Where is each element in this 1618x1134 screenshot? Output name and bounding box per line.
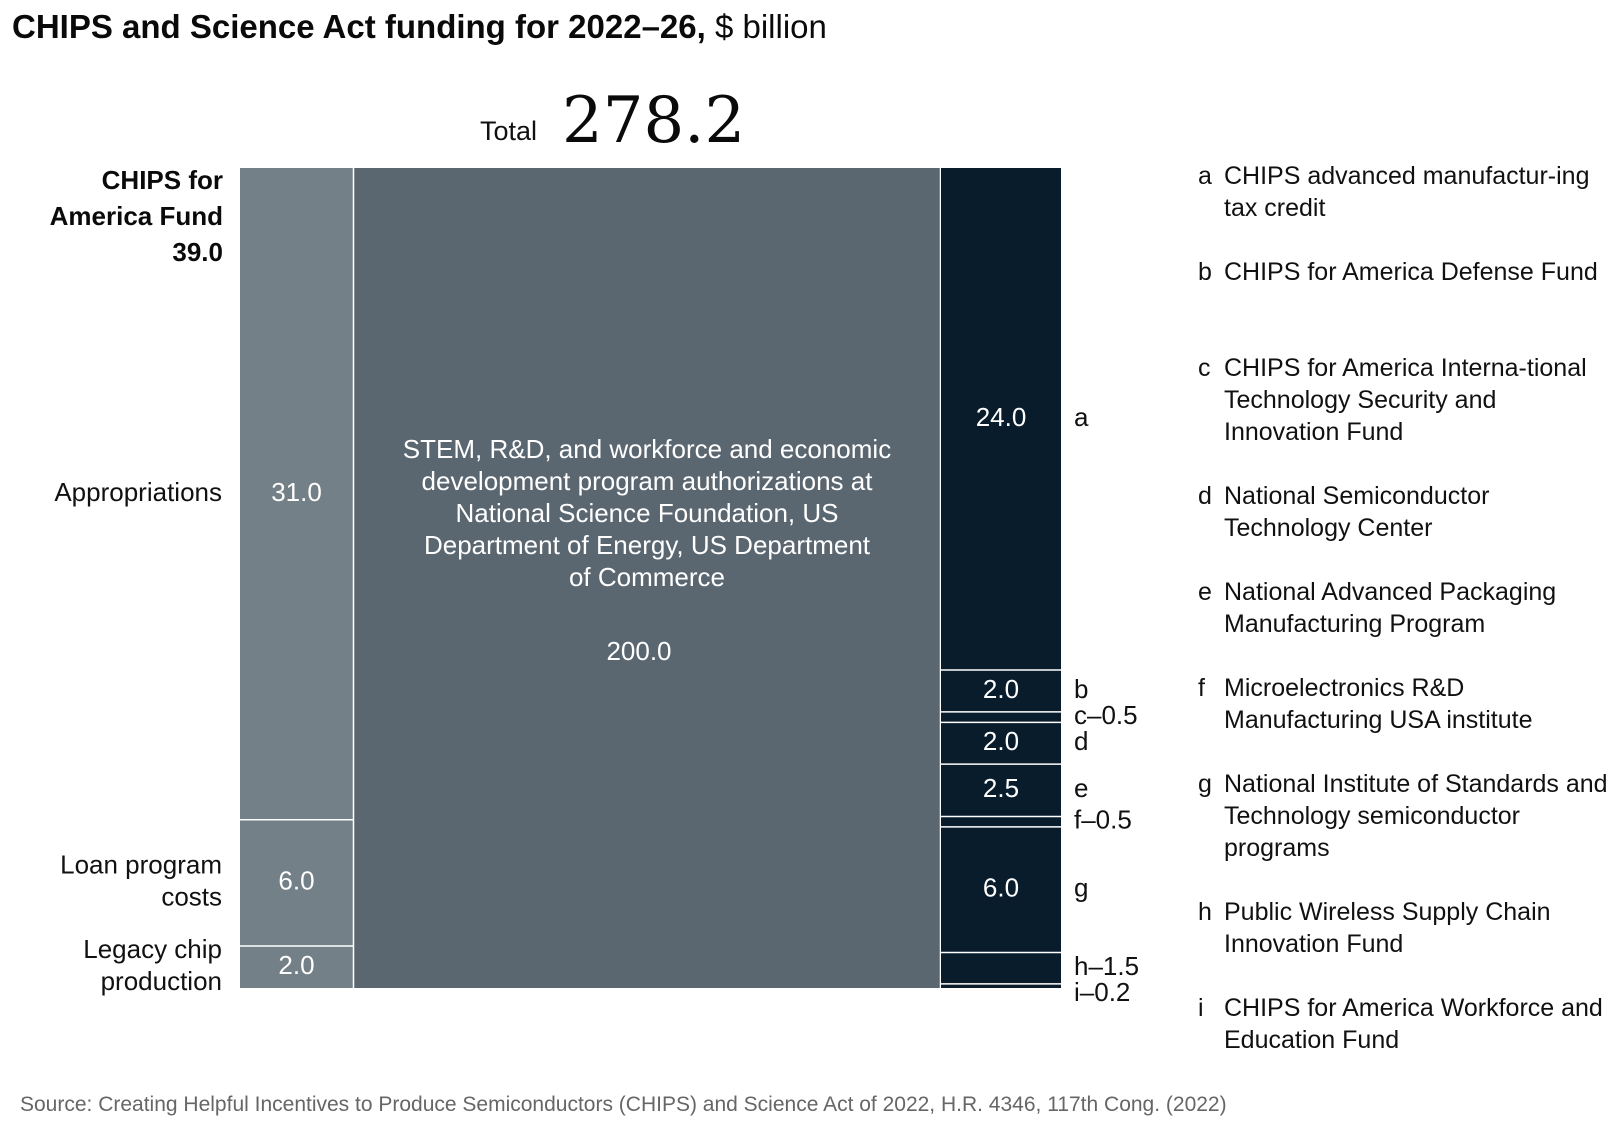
legend-text: National Advanced Packaging Manufacturin… <box>1224 578 1557 638</box>
left-bar-value-3: 2.0 <box>278 950 314 980</box>
chips-fund-label-line1: CHIPS for <box>101 165 223 195</box>
legend-text: CHIPS for America Workforce and Educatio… <box>1224 994 1603 1054</box>
right-bar-a <box>941 168 1061 671</box>
right-bar-value-e: 2.5 <box>983 773 1019 803</box>
right-bar-value-a: 24.0 <box>976 402 1027 432</box>
left-category-label-2: Loan program <box>60 850 222 880</box>
right-bar-c <box>941 711 1061 723</box>
legend-item-d: d National Semiconductor Technology Cente… <box>1198 480 1618 544</box>
right-bar-d <box>941 722 1061 765</box>
source-note: Source: Creating Helpful Incentives to P… <box>20 1093 1227 1116</box>
legend-letter: d <box>1198 482 1212 510</box>
legend-text: National Institute of Standards and Tech… <box>1224 770 1608 862</box>
right-bar-label-i: i–0.2 <box>1074 977 1130 1007</box>
right-bar-e <box>941 764 1061 817</box>
middle-description-line: STEM, R&D, and workforce and economic <box>403 434 891 464</box>
right-bar-label-a: a <box>1074 402 1089 432</box>
left-bar-value-2: 6.0 <box>278 866 314 896</box>
left-category-label-2: costs <box>161 882 222 912</box>
legend-item-f: f Microelectronics R&D Manufacturing USA … <box>1198 672 1618 736</box>
left-category-label-3: Legacy chip <box>83 934 222 964</box>
middle-description-line: National Science Foundation, US <box>455 498 838 528</box>
legend-letter: f <box>1198 674 1205 702</box>
legend-letter: i <box>1198 994 1204 1022</box>
legend-text: Public Wireless Supply Chain Innovation … <box>1224 898 1551 958</box>
right-bar-label-b: b <box>1074 674 1088 704</box>
legend-letter: e <box>1198 578 1212 606</box>
chips-fund-label: CHIPS for America Fund 39.0 <box>50 162 223 270</box>
left-bar-value-1: 31.0 <box>271 477 322 507</box>
left-category-label-3: production <box>101 966 222 996</box>
legend-item-a: a CHIPS advanced manufactur-ing tax credi… <box>1198 160 1618 224</box>
right-bar-label-e: e <box>1074 773 1088 803</box>
legend-item-h: h Public Wireless Supply Chain Innovation… <box>1198 896 1618 960</box>
legend-item-c: c CHIPS for America Interna-tional Techno… <box>1198 352 1618 448</box>
legend-letter: g <box>1198 770 1212 798</box>
middle-bar-value: 200.0 <box>606 636 671 666</box>
legend-text: CHIPS advanced manufactur-ing tax credit <box>1224 162 1590 222</box>
legend-text: National Semiconductor Technology Center <box>1224 482 1490 542</box>
chart-title-unit: $ billion <box>705 8 827 45</box>
right-bar-label-d: d <box>1074 726 1088 756</box>
chart-title-bold: CHIPS and Science Act funding for 2022–2… <box>12 8 706 45</box>
right-bar-value-b: 2.0 <box>983 674 1019 704</box>
middle-bar <box>354 168 940 988</box>
legend-letter: b <box>1198 258 1212 286</box>
right-bar-i <box>941 983 1061 988</box>
right-bar-label-f: f–0.5 <box>1074 805 1132 835</box>
legend-letter: h <box>1198 898 1212 926</box>
right-bar-h <box>941 952 1061 984</box>
chart-title: CHIPS and Science Act funding for 2022–2… <box>12 8 827 46</box>
legend-letter: c <box>1198 354 1211 382</box>
chips-fund-label-total: 39.0 <box>172 237 223 267</box>
right-bar-f <box>941 816 1061 827</box>
legend-text: Microelectronics R&D Manufacturing USA i… <box>1224 674 1533 734</box>
legend-item-b: b CHIPS for America Defense Fund <box>1198 256 1618 288</box>
legend-letter: a <box>1198 162 1212 190</box>
legend-text: CHIPS for America Interna-tional Technol… <box>1224 354 1587 446</box>
right-bar-g <box>941 826 1061 953</box>
chips-fund-label-line2: America Fund <box>49 201 223 231</box>
left-bar-2 <box>240 819 353 946</box>
right-bar-label-c: c–0.5 <box>1074 700 1138 730</box>
legend-item-i: i CHIPS for America Workforce and Educati… <box>1198 992 1618 1056</box>
middle-description-line: of Commerce <box>569 562 725 592</box>
right-bar-label-h: h–1.5 <box>1074 951 1139 981</box>
left-bar-3 <box>240 945 353 988</box>
right-bar-value-g: 6.0 <box>983 873 1019 903</box>
legend-item-e: e National Advanced Packaging Manufacturi… <box>1198 576 1618 640</box>
left-bar-1 <box>240 168 353 820</box>
total-label: Total <box>480 116 538 146</box>
right-bar-label-g: g <box>1074 873 1088 903</box>
legend-text: CHIPS for America Defense Fund <box>1224 258 1598 286</box>
total-value: 278.2 <box>562 84 746 158</box>
middle-description-line: development program authorizations at <box>422 466 874 496</box>
middle-description-line: Department of Energy, US Department <box>424 530 871 560</box>
legend-item-g: g National Institute of Standards and Tec… <box>1198 768 1618 864</box>
left-category-label-1: Appropriations <box>54 477 222 507</box>
right-bar-value-d: 2.0 <box>983 726 1019 756</box>
right-bar-b <box>941 670 1061 712</box>
